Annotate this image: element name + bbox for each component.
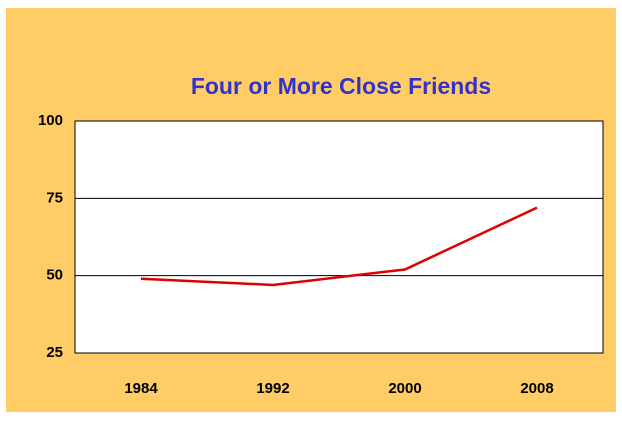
x-tick-label: 1992 [256,380,289,397]
x-tick-label: 1984 [124,380,158,397]
y-tick-label: 50 [46,267,63,284]
y-tick-label: 25 [46,344,63,361]
chart-title: Four or More Close Friends [191,73,491,99]
y-tick-label: 100 [38,112,63,129]
y-tick-label: 75 [46,189,63,206]
x-tick-label: 2008 [520,380,553,397]
plot-area [74,120,604,354]
line [140,206,538,287]
x-tick-label: 2000 [388,380,421,397]
